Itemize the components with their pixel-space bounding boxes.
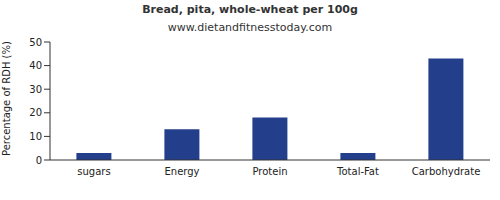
svg-text:sugars: sugars xyxy=(77,166,110,177)
svg-text:0: 0 xyxy=(36,155,42,166)
svg-text:30: 30 xyxy=(29,84,42,95)
html-text:www.dietandfitnesstoday.com: www.dietandfitnesstoday.com xyxy=(167,21,333,34)
svg-text:50: 50 xyxy=(29,37,42,48)
svg-text:Carbohydrate: Carbohydrate xyxy=(412,166,481,177)
svg-text:Protein: Protein xyxy=(252,166,287,177)
svg-text:Total-Fat: Total-Fat xyxy=(336,166,379,177)
html-text:Bread, pita, whole-wheat per 1: Bread, pita, whole-wheat per 100g xyxy=(142,3,358,16)
svg-text:40: 40 xyxy=(29,60,42,71)
svg-text:20: 20 xyxy=(29,107,42,118)
svg-text:10: 10 xyxy=(29,131,42,142)
svg-text:Percentage of RDH (%): Percentage of RDH (%) xyxy=(8,41,12,156)
svg-text:Energy: Energy xyxy=(164,166,199,177)
